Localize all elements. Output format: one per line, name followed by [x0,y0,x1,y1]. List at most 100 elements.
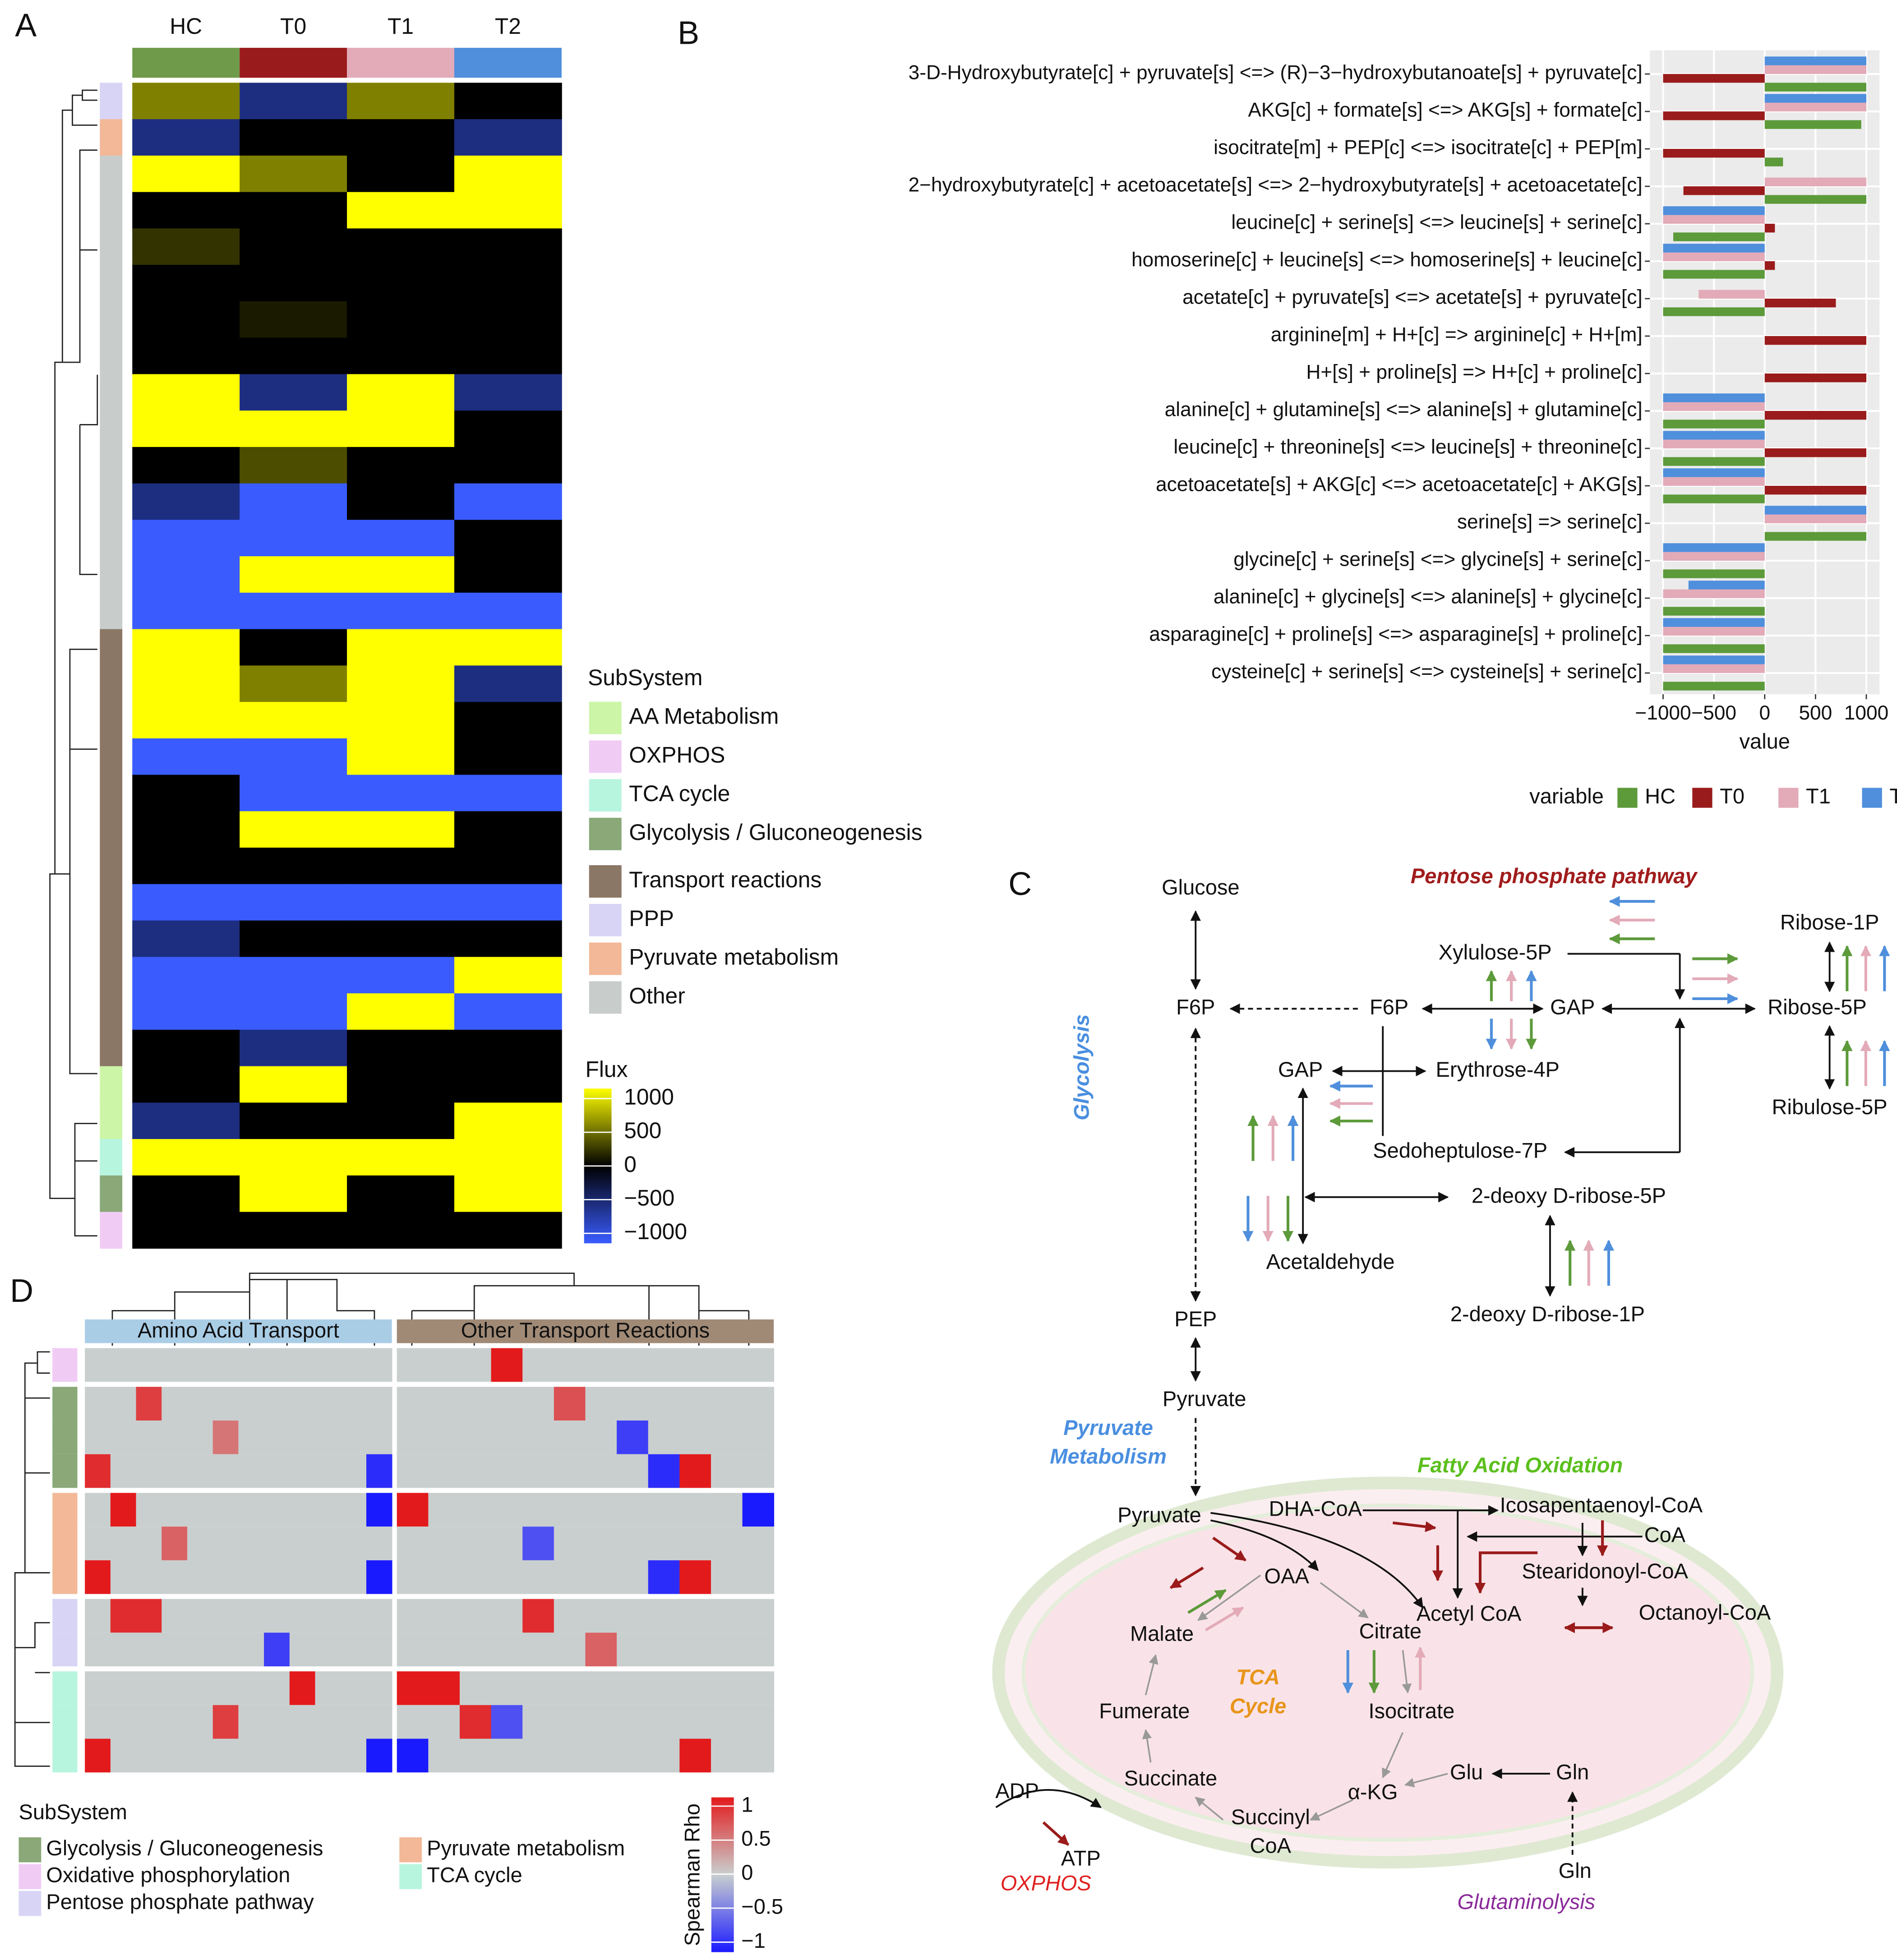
row-annotation [100,192,123,229]
y-tick-label: serine[s] => serine[c] [1457,511,1643,533]
row-annotation [100,957,123,994]
heatmap-cell [240,483,347,521]
bar [1663,74,1765,83]
heatmap-cell [347,228,455,265]
bar [1764,299,1836,308]
bar [1663,644,1765,653]
heatmap-cell [428,1348,460,1382]
bar [1663,307,1765,316]
heatmap-cell [110,1633,137,1667]
row-annotation [100,993,123,1030]
heatmap-cell [212,1493,239,1527]
heatmap-cell [240,1102,347,1139]
node-label: Isocitrate [1368,1699,1454,1723]
node-label: Malate [1130,1621,1194,1645]
heatmap-cell [132,993,240,1030]
heatmap-cell [742,1560,775,1594]
heatmap-cell [397,1420,429,1454]
heatmap-cell [110,1493,137,1527]
heatmap-cell [240,1212,347,1249]
bar [1663,431,1765,440]
legend-title: SubSystem [18,1800,127,1824]
heatmap-cell [522,1348,554,1382]
heatmap-cell [454,738,562,775]
heatmap-cell [240,119,347,156]
heatmap-cell [585,1560,617,1594]
node-label: α-KG [1348,1780,1398,1804]
heatmap-cell [315,1387,342,1421]
heatmap-cell [240,520,347,557]
heatmap-cell [132,665,240,702]
heatmap-cell [85,1560,111,1594]
heatmap-cell [315,1526,342,1560]
heatmap-cell [522,1705,554,1739]
colorbar-title: Flux [585,1057,628,1082]
row-annotation [100,119,123,156]
heatmap-cell [522,1671,554,1705]
heatmap-cell [454,228,562,265]
heatmap-cell [347,592,455,630]
heatmap-cell [238,1493,264,1527]
heatmap-cell [240,920,347,958]
heatmap-cell [162,1348,188,1382]
heatmap-cell [187,1387,213,1421]
bar [1663,420,1765,429]
row-annotation [100,265,123,302]
heatmap-cell [454,155,562,193]
heatmap-cell [240,410,347,447]
heatmap-cell [240,738,347,775]
legend-swatch [1617,788,1638,808]
heatmap-cell [341,1387,367,1421]
heatmap-cell [187,1671,213,1705]
heatmap-cell [742,1739,775,1773]
heatmap-cell [110,1599,137,1633]
heatmap-cell [585,1671,617,1705]
legend-label: Other [629,983,685,1008]
heatmap-cell [454,920,562,958]
heatmap-cell [522,1599,554,1633]
row-annotation [100,556,123,593]
node-label: Acetyl CoA [1417,1601,1522,1625]
heatmap-cell [397,1560,429,1594]
heatmap-cell [132,520,240,557]
node-label: Gln [1559,1859,1592,1882]
heatmap-cell [240,702,347,739]
heatmap-cell [491,1493,523,1527]
panel-label: B [678,15,699,51]
row-annotation [52,1526,78,1560]
bar [1764,94,1866,103]
heatmap-cell [212,1705,239,1739]
heatmap-cell [454,192,562,229]
heatmap-cell [648,1633,680,1667]
row-annotation [100,155,123,193]
heatmap-cell [679,1454,711,1488]
bar [1764,83,1866,92]
heatmap-cell [132,1102,240,1139]
heatmap-cell [162,1493,188,1527]
heatmap-cell [366,1705,392,1739]
heatmap-cell [136,1560,162,1594]
node-label: Citrate [1359,1619,1422,1643]
legend-title: variable [1529,784,1604,808]
heatmap-cell [491,1739,523,1773]
node-label: Ribose-1P [1780,910,1879,934]
heatmap-cell [459,1560,492,1594]
heatmap-cell [711,1705,743,1739]
heatmap-cell [459,1387,492,1421]
heatmap-cell [347,1175,455,1213]
heatmap-cell [162,1599,188,1633]
heatmap-cell [132,1212,240,1249]
pathway-label: Metabolism [1050,1444,1167,1468]
bar [1764,261,1775,270]
pathway-label: Pyruvate [1063,1416,1153,1439]
colorbar-label: −0.5 [741,1894,783,1918]
column-annotation [347,47,454,78]
heatmap-cell [454,483,562,521]
heatmap-cell [428,1493,460,1527]
bar [1673,232,1765,241]
bar [1764,374,1866,383]
heatmap-cell [459,1739,492,1773]
heatmap-cell [522,1633,554,1667]
bar [1764,485,1866,495]
heatmap-cell [347,265,455,302]
